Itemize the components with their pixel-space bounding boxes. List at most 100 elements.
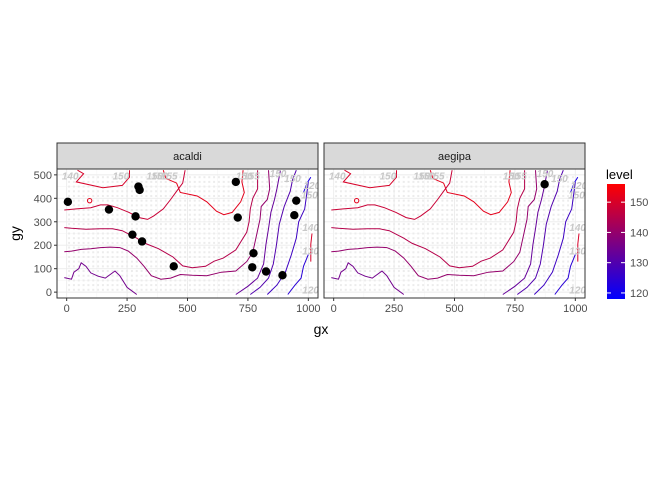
texture-cell	[354, 185, 357, 188]
texture-cell	[354, 232, 357, 235]
texture-cell	[92, 265, 95, 268]
texture-cell	[349, 237, 352, 240]
texture-cell	[87, 251, 90, 254]
texture-cell	[354, 176, 357, 179]
texture-cell	[184, 204, 187, 207]
texture-cell	[354, 255, 357, 258]
texture-cell	[116, 284, 119, 287]
texture-cell	[126, 284, 129, 287]
texture-cell	[335, 270, 338, 273]
texture-cell	[159, 279, 162, 282]
texture-cell	[388, 237, 391, 240]
texture-cell	[504, 270, 507, 273]
texture-cell	[106, 218, 109, 221]
texture-cell	[164, 227, 167, 230]
texture-cell	[378, 241, 381, 244]
texture-cell	[130, 241, 133, 244]
texture-cell	[388, 274, 391, 277]
texture-cell	[232, 176, 235, 179]
texture-cell	[217, 232, 220, 235]
texture-cell	[504, 255, 507, 258]
texture-cell	[412, 232, 415, 235]
texture-cell	[213, 270, 216, 273]
texture-cell	[256, 190, 259, 193]
texture-cell	[208, 218, 211, 221]
texture-cell	[359, 176, 362, 179]
texture-cell	[280, 279, 283, 282]
texture-cell	[155, 241, 158, 244]
texture-cell	[359, 260, 362, 263]
texture-cell	[431, 255, 434, 258]
contour-label: 150	[503, 172, 520, 183]
texture-cell	[528, 218, 531, 221]
texture-cell	[489, 194, 492, 197]
texture-cell	[213, 274, 216, 277]
texture-cell	[378, 284, 381, 287]
texture-cell	[344, 213, 347, 216]
texture-cell	[388, 241, 391, 244]
texture-cell	[441, 209, 444, 212]
texture-cell	[203, 232, 206, 235]
texture-cell	[193, 223, 196, 226]
texture-cell	[475, 241, 478, 244]
texture-cell	[499, 232, 502, 235]
texture-cell	[359, 265, 362, 268]
texture-cell	[567, 180, 570, 183]
texture-cell	[304, 274, 307, 277]
texture-cell	[547, 180, 550, 183]
texture-cell	[431, 251, 434, 254]
texture-cell	[106, 180, 109, 183]
texture-cell	[451, 260, 454, 263]
texture-cell	[82, 241, 85, 244]
texture-cell	[388, 255, 391, 258]
texture-cell	[504, 251, 507, 254]
texture-cell	[222, 204, 225, 207]
texture-cell	[232, 194, 235, 197]
texture-cell	[188, 265, 191, 268]
texture-cell	[203, 213, 206, 216]
data-point	[249, 249, 258, 258]
texture-cell	[475, 227, 478, 230]
texture-cell	[295, 270, 298, 273]
texture-cell	[538, 199, 541, 202]
texture-cell	[397, 284, 400, 287]
texture-cell	[217, 185, 220, 188]
texture-cell	[465, 237, 468, 240]
texture-cell	[436, 199, 439, 202]
texture-cell	[300, 251, 303, 254]
texture-cell	[72, 209, 75, 212]
texture-cell	[455, 176, 458, 179]
texture-cell	[460, 279, 463, 282]
texture-cell	[480, 279, 483, 282]
texture-cell	[383, 223, 386, 226]
texture-cell	[126, 270, 129, 273]
texture-cell	[222, 209, 225, 212]
contour-label: 150	[413, 172, 430, 183]
texture-cell	[251, 284, 254, 287]
texture-cell	[368, 270, 371, 273]
texture-cell	[295, 241, 298, 244]
texture-cell	[174, 185, 177, 188]
texture-cell	[475, 284, 478, 287]
texture-cell	[285, 185, 288, 188]
texture-cell	[242, 241, 245, 244]
texture-cell	[470, 227, 473, 230]
texture-cell	[518, 176, 521, 179]
texture-cell	[184, 255, 187, 258]
texture-cell	[349, 213, 352, 216]
texture-cell	[542, 194, 545, 197]
texture-cell	[470, 190, 473, 193]
texture-cell	[271, 199, 274, 202]
texture-cell	[159, 185, 162, 188]
texture-cell	[256, 246, 259, 249]
texture-cell	[455, 190, 458, 193]
texture-cell	[470, 218, 473, 221]
texture-cell	[388, 227, 391, 230]
texture-cell	[388, 213, 391, 216]
texture-cell	[344, 218, 347, 221]
texture-cell	[538, 190, 541, 193]
texture-cell	[203, 194, 206, 197]
texture-cell	[275, 223, 278, 226]
texture-cell	[232, 227, 235, 230]
data-point	[540, 180, 549, 189]
